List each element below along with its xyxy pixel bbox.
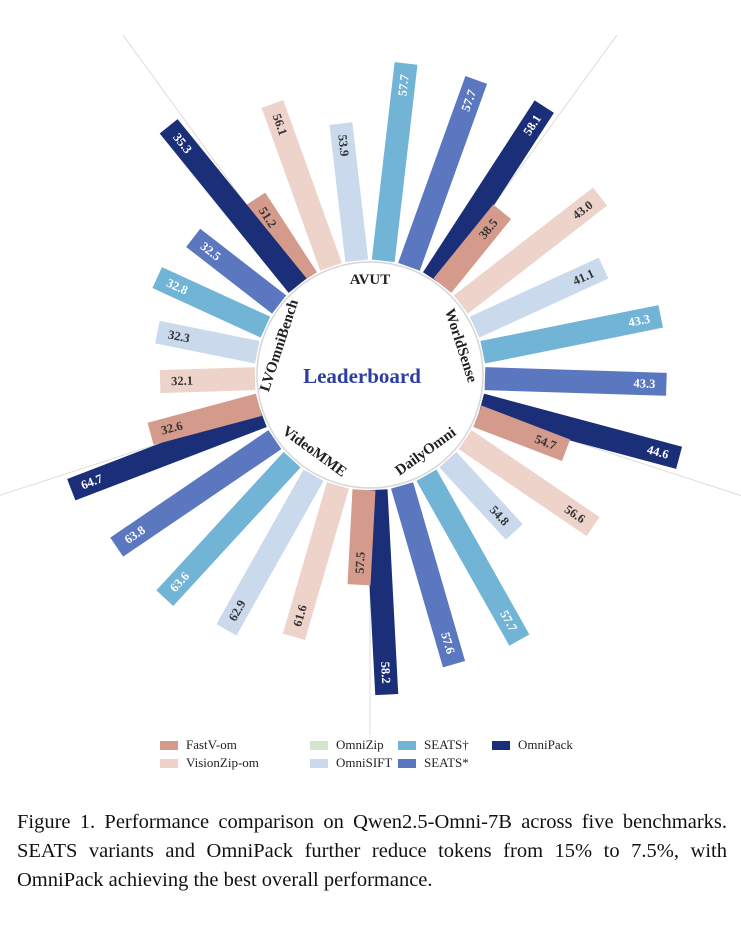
legend-item: SEATS* xyxy=(398,755,469,771)
legend-swatch xyxy=(398,740,416,750)
legend-swatch xyxy=(160,758,178,768)
legend-label: SEATS† xyxy=(424,737,469,752)
bar-value-label: 32.3 xyxy=(167,327,191,345)
legend-swatch xyxy=(492,740,510,750)
bar-value-label: 57.7 xyxy=(395,74,411,97)
bar-value-label: 61.6 xyxy=(290,603,310,628)
figure-caption: Figure 1. Performance comparison on Qwen… xyxy=(17,811,727,891)
legend-item: VisionZip-om xyxy=(160,755,259,771)
bar-worldsense-seats- xyxy=(484,367,667,396)
bar-dailyomni-visionzip-om xyxy=(458,430,600,537)
bar-value-label: 53.9 xyxy=(335,134,351,157)
bar-worldsense-seats- xyxy=(480,305,663,364)
bar-videomme-omnipack xyxy=(67,405,267,501)
bar-avut-omnisift xyxy=(329,122,369,263)
bar-value-label: 43.3 xyxy=(627,312,651,330)
bar-lvomnibench-omnisift xyxy=(155,320,260,364)
bar-videomme-omnisift xyxy=(216,469,324,636)
legend: FastV-om VisionZip-om OmniZip OmniSIFT SEATS… xyxy=(160,737,620,779)
bar-lvomnibench-fastv-om xyxy=(147,393,262,445)
bar-avut-visionzip-om xyxy=(261,100,342,271)
bar-worldsense-omnipack xyxy=(478,393,683,469)
bar-dailyomni-seats- xyxy=(391,482,466,668)
bar-value-label: 58.2 xyxy=(378,661,393,684)
bar-lvomnibench-visionzip-om xyxy=(159,367,256,394)
bar-videomme-fastv-om xyxy=(347,489,376,586)
bar-dailyomni-seats- xyxy=(416,469,530,646)
bar-videomme-visionzip-om xyxy=(282,482,349,641)
bar-value-label: 56.1 xyxy=(270,112,291,137)
bar-lvomnibench-seats- xyxy=(186,228,287,314)
bar-value-label: 44.6 xyxy=(645,443,670,462)
legend-item: OmniSIFT xyxy=(310,755,392,771)
legend-swatch xyxy=(398,758,416,768)
bar-worldsense-omnisift xyxy=(469,257,609,338)
bar-worldsense-fastv-om xyxy=(433,204,512,293)
bar-avut-seats- xyxy=(371,62,418,263)
legend-item: FastV-om xyxy=(160,737,237,753)
bar-value-label: 43.3 xyxy=(633,376,655,391)
legend-label: OmniZip xyxy=(336,737,384,752)
bar-worldsense-visionzip-om xyxy=(453,187,608,314)
bar-value-label: 57.6 xyxy=(438,631,458,656)
legend-item: SEATS† xyxy=(398,737,469,753)
legend-item: OmniPack xyxy=(492,737,573,753)
bar-value-label: 32.6 xyxy=(159,419,184,438)
center-label: Leaderboard xyxy=(303,364,421,388)
bar-videomme-seats- xyxy=(156,451,301,606)
bar-dailyomni-omnipack xyxy=(364,489,399,696)
legend-label: VisionZip-om xyxy=(186,755,259,770)
legend-swatch xyxy=(310,758,328,768)
center-circle xyxy=(256,261,484,489)
bar-avut-omnipack xyxy=(422,100,554,285)
legend-label: OmniSIFT xyxy=(336,755,393,770)
radial-bar-chart: 51.256.153.957.757.758.138.543.041.143.3… xyxy=(0,34,741,735)
bar-dailyomni-omnisift xyxy=(439,451,523,540)
legend-label: OmniPack xyxy=(518,737,573,752)
bar-value-label: 32.1 xyxy=(171,374,193,389)
legend-label: FastV-om xyxy=(186,737,237,752)
legend-swatch xyxy=(310,740,328,750)
bar-videomme-seats- xyxy=(110,430,282,557)
legend-label: SEATS* xyxy=(424,755,469,770)
bar-lvomnibench-omnipack xyxy=(159,119,307,293)
legend-item: OmniZip xyxy=(310,737,384,753)
bar-avut-fastv-om xyxy=(245,192,318,285)
bar-lvomnibench-seats- xyxy=(152,267,271,338)
bar-dailyomni-fastv-om xyxy=(473,405,571,461)
group-label-avut: AVUT xyxy=(350,272,391,288)
bar-value-label: 57.7 xyxy=(458,88,479,113)
bar-value-label: 57.5 xyxy=(353,551,368,574)
legend-swatch xyxy=(160,740,178,750)
bars: 51.256.153.957.757.758.138.543.041.143.3… xyxy=(67,62,683,696)
bar-avut-seats- xyxy=(398,76,488,271)
